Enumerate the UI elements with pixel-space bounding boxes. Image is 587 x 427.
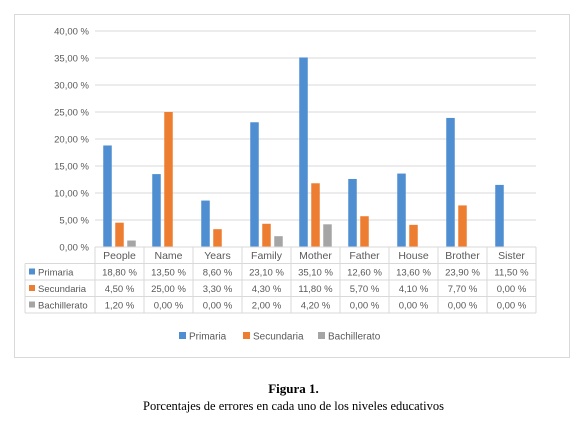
y-tick-label: 0,00 % [59, 243, 89, 254]
category-label: Name [154, 250, 182, 262]
bar-secundaria [360, 216, 369, 247]
y-tick-label: 5,00 % [59, 216, 89, 227]
data-table-cell: 23,90 % [445, 268, 480, 279]
data-table-cell: 2,00 % [252, 301, 282, 312]
data-table-cell: 4,30 % [252, 284, 282, 295]
y-tick-label: 35,00 % [54, 54, 89, 65]
bar-chart: 0,00 % 5,00 % 10,00 % 15,00 % 20,00 % 25,00 %… [24, 27, 537, 343]
legend-key [29, 301, 35, 308]
category-label: People [103, 250, 136, 262]
bar-primaria [103, 145, 112, 247]
y-tick-label: 20,00 % [54, 135, 89, 146]
data-table-cell: 3,30 % [203, 284, 233, 295]
category-label: Family [251, 250, 283, 262]
data-table-cell: 0,00 % [497, 284, 527, 295]
data-table-cell: 1,20 % [105, 301, 135, 312]
data-table-cell: 4,20 % [301, 301, 331, 312]
bar-primaria [495, 184, 504, 247]
series-label: Secundaria [38, 284, 87, 295]
data-table-cell: 18,80 % [102, 268, 137, 279]
bar-bachillerato [274, 236, 283, 247]
y-tick-label: 30,00 % [54, 81, 89, 92]
legend-key [29, 285, 35, 291]
data-table-cell: 0,00 % [399, 301, 429, 312]
data-table-cell: 25,00 % [151, 284, 186, 295]
data-table-cell: 4,10 % [399, 284, 429, 295]
legend-label: Bachillerato [328, 332, 381, 343]
data-table-cell: 11,80 % [298, 284, 333, 295]
data-table-cell: 11,50 % [494, 268, 529, 279]
bar-primaria [446, 117, 455, 247]
bar-secundaria [164, 112, 173, 247]
series-label: Bachillerato [38, 301, 88, 312]
bar-secundaria [409, 224, 418, 247]
bar-primaria [299, 57, 308, 248]
bar-bachillerato [323, 224, 332, 247]
category-label: Father [349, 250, 380, 262]
bar-primaria [250, 122, 259, 247]
data-table-cell: 13,60 % [396, 268, 431, 279]
figure-caption: Porcentajes de errores en cada uno de lo… [143, 399, 444, 413]
series-label: Primaria [38, 268, 74, 279]
data-table-cell: 0,00 % [154, 301, 184, 312]
data-table-cell: 0,00 % [203, 301, 233, 312]
y-tick-label: 10,00 % [54, 189, 89, 200]
bar-bachillerato [127, 240, 136, 247]
y-tick-label: 15,00 % [54, 162, 89, 173]
y-tick-label: 25,00 % [54, 108, 89, 119]
chart-frame: 0,00 % 5,00 % 10,00 % 15,00 % 20,00 % 25,00 %… [14, 14, 570, 358]
bar-secundaria [115, 222, 124, 247]
bar-secundaria [213, 229, 222, 247]
bar-primaria [201, 200, 210, 247]
bar-secundaria [458, 205, 467, 247]
data-table-cell: 0,00 % [448, 301, 478, 312]
legend-label: Secundaria [253, 332, 304, 343]
legend-key [29, 268, 35, 275]
figure-label: Figura 1. [268, 381, 319, 396]
data-table-cell: 5,70 % [350, 284, 380, 295]
data-table-cell: 12,60 % [347, 268, 382, 279]
bar-primaria [348, 178, 357, 247]
category-label: Sister [498, 250, 525, 262]
data-table-cell: 0,00 % [350, 301, 380, 312]
category-label: House [398, 250, 429, 262]
legend-label: Primaria [189, 332, 227, 343]
bar-primaria [397, 173, 406, 247]
bar-secundaria [262, 223, 271, 247]
legend-marker [243, 332, 250, 339]
category-label: Brother [445, 250, 480, 262]
y-tick-label: 40,00 % [54, 27, 89, 38]
data-table-cell: 8,60 % [203, 268, 233, 279]
data-table-cell: 23,10 % [249, 268, 284, 279]
category-label: Mother [299, 250, 332, 262]
category-label: Years [204, 250, 230, 262]
data-table-cell: 4,50 % [105, 284, 135, 295]
data-table-cell: 35,10 % [298, 268, 333, 279]
legend-marker [318, 332, 325, 339]
data-table-cell: 0,00 % [497, 301, 527, 312]
bar-secundaria [311, 183, 320, 247]
data-table-cell: 7,70 % [448, 284, 478, 295]
data-table-cell: 13,50 % [151, 268, 186, 279]
bar-primaria [152, 174, 161, 247]
legend-marker [179, 332, 186, 339]
